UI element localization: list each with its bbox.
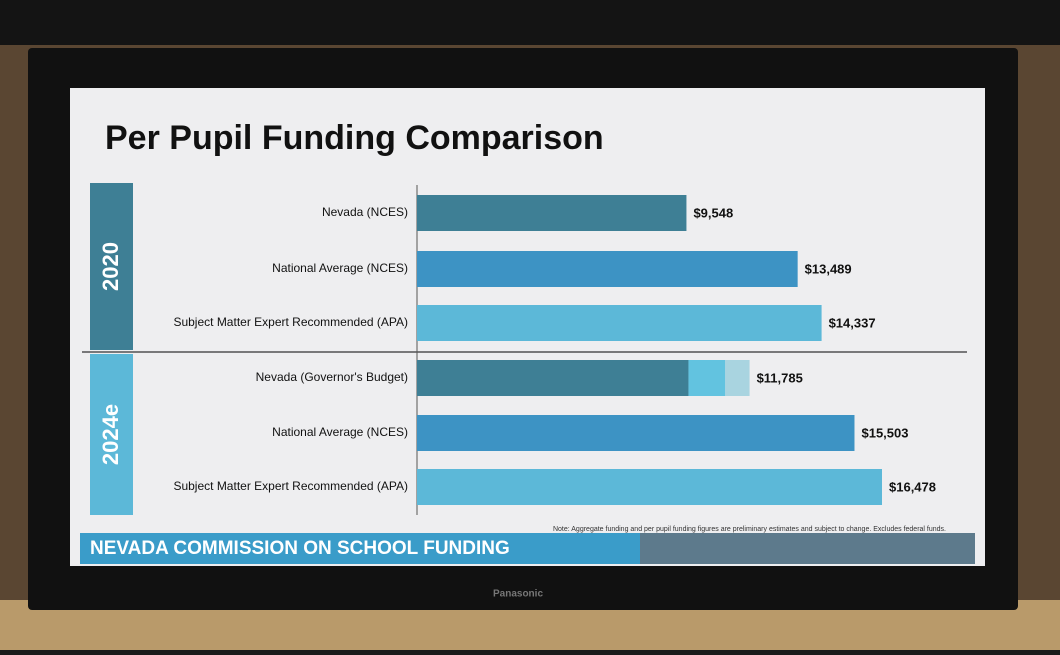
bar — [417, 195, 687, 231]
note: Note: Aggregate funding and per pupil fu… — [553, 526, 946, 533]
bar-segment — [725, 360, 750, 396]
brand: Panasonic — [493, 589, 543, 600]
category-label: National Average (NCES) — [272, 425, 408, 439]
group-band — [90, 183, 133, 350]
bar — [417, 415, 855, 451]
value-label: $15,503 — [861, 425, 908, 440]
category-label: Nevada (NCES) — [322, 205, 408, 219]
banner-image — [640, 533, 975, 564]
chart-title: Per Pupil Funding Comparison — [105, 119, 604, 157]
bar-segment — [417, 360, 689, 396]
plot: 2020 Nevada (NCES) $9,548 National Average … — [90, 183, 936, 515]
group-label: 2024e — [98, 404, 123, 465]
category-label: Nevada (Governor's Budget) — [256, 370, 408, 384]
value-label: $14,337 — [829, 315, 876, 330]
banner-bg — [80, 533, 640, 564]
value-label: $9,548 — [693, 205, 733, 220]
bar — [417, 251, 798, 287]
value-label: $11,785 — [757, 370, 803, 385]
category-label: National Average (NCES) — [272, 261, 408, 275]
group-band — [90, 354, 133, 515]
value-label: $13,489 — [805, 261, 852, 276]
top-bar — [0, 0, 1060, 45]
bar-segment — [688, 360, 726, 396]
category-label: Subject Matter Expert Recommended (APA) — [173, 315, 408, 329]
group-label: 2020 — [98, 242, 123, 291]
banner: NEVADA COMMISSION ON SCHOOL FUNDING — [90, 538, 510, 559]
category-label: Subject Matter Expert Recommended (APA) — [173, 479, 408, 493]
value-label: $16,478 — [889, 479, 936, 494]
bar — [417, 305, 822, 341]
bar — [417, 469, 882, 505]
